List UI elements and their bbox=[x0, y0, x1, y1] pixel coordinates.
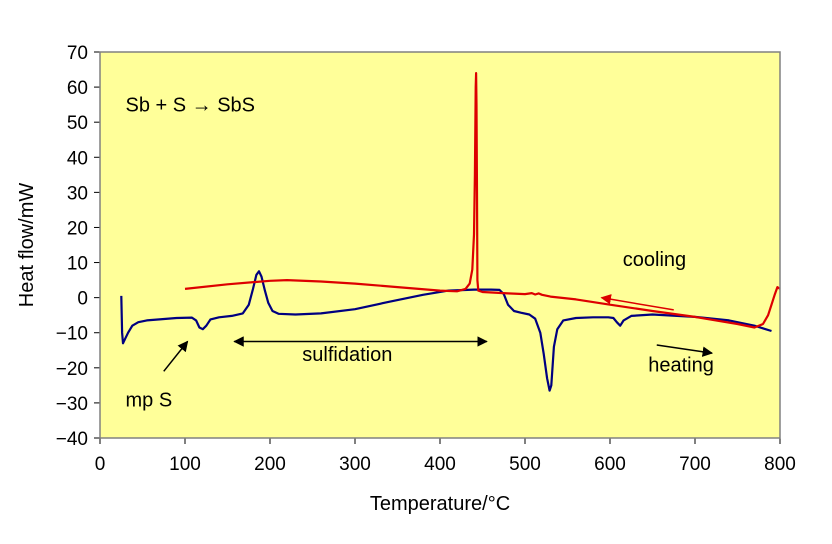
x-tick-label: 700 bbox=[679, 454, 711, 475]
arrow-layer bbox=[163, 294, 714, 372]
y-tick-label: 30 bbox=[67, 183, 88, 204]
tick-layer: 0 100 200 300 400 500 600 700 800 −40 −30 −20 −10 0 10… bbox=[56, 43, 796, 475]
cooling-curve bbox=[184, 72, 781, 329]
y-tick-label: −10 bbox=[56, 324, 88, 345]
y-tick-label: 50 bbox=[67, 113, 88, 134]
heating-arrow bbox=[656, 344, 714, 357]
series-layer bbox=[120, 72, 781, 392]
annotation-label: cooling bbox=[623, 249, 686, 271]
x-tick-label: 800 bbox=[764, 454, 796, 475]
annotation-label: heating bbox=[648, 354, 714, 376]
cooling-arrow bbox=[600, 294, 674, 311]
x-tick-label: 600 bbox=[594, 454, 626, 475]
annotation-label: sulfidation bbox=[302, 344, 392, 366]
y-tick-label: 20 bbox=[67, 218, 88, 239]
plot-background bbox=[100, 52, 780, 438]
y-tick-label: 60 bbox=[67, 78, 88, 99]
y-tick-label: −30 bbox=[56, 394, 88, 415]
x-tick-label: 500 bbox=[509, 454, 541, 475]
annotation-layer: Sb + S → SbS cooling sulfidation heating mp … bbox=[126, 95, 714, 412]
y-axis-title: Heat flow/mW bbox=[16, 183, 38, 308]
y-tick-label: 70 bbox=[67, 43, 88, 64]
annotation-label: mp S bbox=[126, 389, 173, 411]
x-axis-title: Temperature/°C bbox=[370, 493, 510, 515]
x-tick-label: 100 bbox=[169, 454, 201, 475]
y-tick-label: 40 bbox=[67, 148, 88, 169]
x-tick-label: 300 bbox=[339, 454, 371, 475]
y-tick-label: 0 bbox=[77, 289, 88, 310]
x-tick-label: 400 bbox=[424, 454, 456, 475]
annotation-label: Sb + S → SbS bbox=[126, 95, 256, 117]
y-tick-label: 10 bbox=[67, 254, 88, 275]
x-tick-label: 200 bbox=[254, 454, 286, 475]
y-tick-label: −20 bbox=[56, 359, 88, 380]
x-tick-label: 0 bbox=[95, 454, 106, 475]
plot-frame bbox=[99, 51, 781, 439]
heating-curve bbox=[120, 270, 772, 392]
mp-s-arrow bbox=[163, 340, 189, 372]
y-tick-label: −40 bbox=[56, 429, 88, 450]
